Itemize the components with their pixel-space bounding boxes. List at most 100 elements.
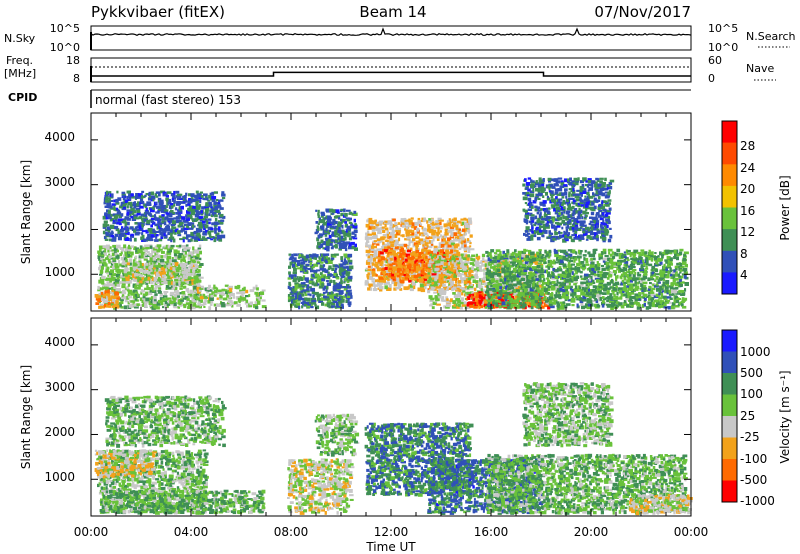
cell-0: [109, 249, 113, 252]
cell-11: [570, 299, 576, 303]
cell-1: [130, 276, 134, 280]
cell-11: [562, 255, 566, 259]
cell-4: [195, 227, 201, 232]
cell-4: [217, 220, 222, 223]
cell-4: [130, 233, 134, 237]
cell-9: [460, 297, 465, 301]
cell-1: [138, 277, 142, 280]
cell-11: [526, 265, 532, 270]
cell-4: [143, 238, 148, 242]
cell-11: [535, 304, 539, 308]
cell-11: [531, 286, 536, 290]
cell-11: [561, 271, 564, 274]
cell-9: [453, 273, 456, 276]
cell-7: [399, 246, 404, 249]
cell-9: [517, 284, 520, 288]
cell-0: [196, 253, 200, 257]
cell-7: [367, 258, 372, 262]
cell-5: [314, 273, 320, 277]
cell-0: [178, 301, 183, 306]
cell-4: [195, 190, 199, 194]
cell-11: [506, 279, 510, 283]
cell-9: [435, 275, 439, 280]
cell-9: [484, 263, 489, 267]
cell-7: [366, 259, 369, 262]
cell-6: [337, 217, 341, 220]
cell-6: [330, 246, 334, 250]
cell-5: [320, 261, 324, 264]
cell-6: [341, 246, 347, 249]
cell-0: [124, 250, 130, 255]
cell-9: [463, 280, 468, 285]
cell-0: [156, 303, 161, 306]
cell-7: [429, 236, 433, 239]
cell-9: [533, 253, 537, 258]
cell-4: [192, 209, 197, 213]
cell-11: [584, 287, 588, 290]
cell-7: [456, 222, 459, 225]
cell-6: [327, 238, 333, 241]
cell-7: [400, 234, 403, 237]
cell-7: [399, 287, 403, 291]
cell-0: [199, 257, 202, 261]
cell-7: [469, 248, 475, 251]
cell-0: [149, 245, 153, 249]
cell-5: [296, 276, 299, 279]
cell-8: [387, 249, 393, 252]
cell-7: [373, 254, 378, 258]
cell-0: [106, 266, 110, 270]
cell-3: [242, 297, 247, 301]
cell-8: [413, 274, 419, 279]
cell-4: [173, 217, 178, 220]
cell-0: [138, 253, 142, 256]
cell-11: [554, 275, 560, 279]
cell-0: [101, 281, 105, 285]
cell-7: [417, 220, 422, 224]
cell-4: [103, 235, 107, 240]
cell-0: [182, 257, 186, 262]
cell-6: [353, 212, 358, 216]
cell-6: [348, 243, 352, 247]
cell-7: [387, 233, 390, 238]
cell-11: [538, 297, 542, 301]
cell-0: [164, 255, 168, 259]
cell-5: [326, 285, 329, 290]
cell-3: [254, 306, 259, 310]
cell-1: [172, 267, 176, 272]
cell-11: [495, 279, 499, 284]
cell-2: [112, 298, 116, 303]
cell-7: [409, 265, 415, 268]
cell-5: [347, 253, 353, 258]
cell-5: [299, 263, 304, 268]
cell-11: [531, 277, 536, 281]
cell-9: [432, 268, 435, 273]
cell-5: [318, 256, 321, 260]
cell-4: [193, 225, 196, 228]
cell-7: [453, 222, 457, 225]
cell-11: [544, 249, 547, 254]
cell-4: [158, 238, 163, 242]
cell-4: [206, 220, 209, 225]
cell-0: [164, 291, 167, 296]
cell-4: [222, 215, 226, 219]
cell-4: [192, 205, 197, 209]
cell-9: [472, 258, 476, 262]
cell-4: [127, 221, 130, 226]
cell-5: [294, 274, 297, 278]
cell-11: [585, 257, 589, 262]
cell-7: [415, 279, 418, 283]
cell-4: [184, 230, 188, 235]
cell-4: [213, 201, 217, 205]
cell-5: [310, 277, 314, 281]
cell-3: [208, 306, 212, 310]
cell-6: [340, 212, 344, 217]
cell-4: [157, 207, 163, 211]
cell-6: [342, 241, 348, 246]
cell-7: [371, 270, 376, 274]
cell-11: [592, 299, 598, 303]
cell-11: [493, 264, 496, 269]
cell-7: [370, 278, 375, 281]
cell-11: [516, 261, 520, 265]
cell-0: [107, 274, 110, 277]
cell-9: [471, 275, 476, 279]
